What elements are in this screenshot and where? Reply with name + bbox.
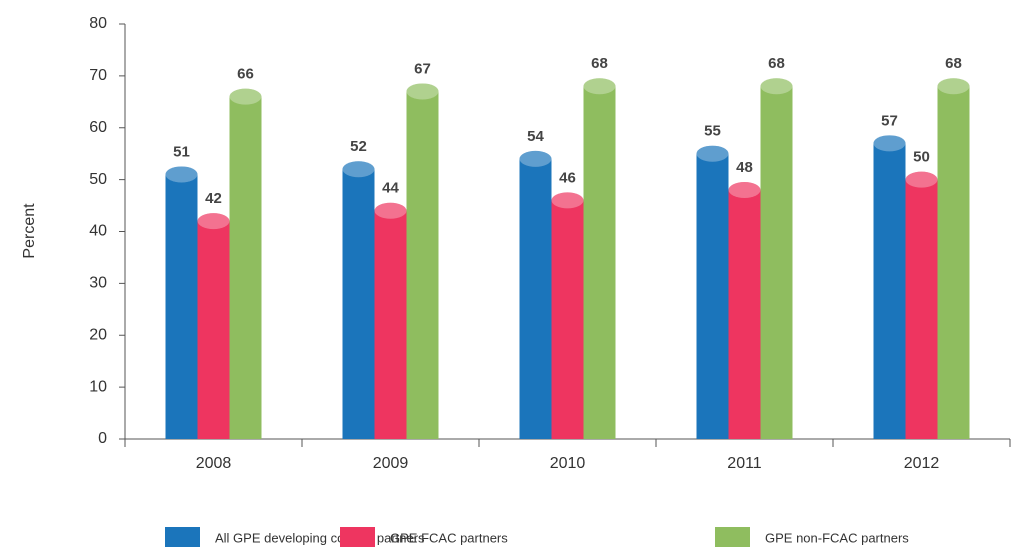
bar-top-highlight [551,192,584,209]
y-axis-label: Percent [21,203,38,259]
bar [873,143,906,439]
bar-top [873,135,906,152]
legend-swatch [340,527,375,547]
legend-label: GPE non-FCAC partners [765,530,909,545]
bar-top-highlight [905,171,938,188]
bar-top [551,192,584,209]
bar [197,221,230,439]
y-tick-label: 10 [89,378,107,395]
value-label: 50 [913,149,930,166]
bar-top-highlight [406,83,439,100]
bar [519,158,552,439]
value-label: 68 [945,55,962,72]
bar-top-highlight [873,135,906,152]
bar-top [728,182,761,198]
bar-top-highlight [937,78,970,95]
y-tick-label: 70 [89,67,107,84]
bar [406,91,439,439]
bar-top-highlight [197,213,230,230]
y-tick-label: 80 [89,15,107,32]
bar-top-highlight [229,88,262,105]
y-tick-label: 20 [89,326,107,343]
value-label: 66 [237,66,254,83]
bar [374,210,407,439]
bar-top [197,213,230,230]
value-label: 48 [736,159,753,176]
bar-top-highlight [374,202,407,219]
bar [551,200,584,439]
value-label: 67 [414,60,431,77]
y-tick-label: 30 [89,275,107,292]
legend-swatch [715,527,750,547]
legend-swatch [165,527,200,547]
value-label: 51 [173,143,190,160]
bar [583,86,616,439]
bar-top [696,145,729,162]
bar-top-highlight [519,150,552,167]
bar [165,174,198,439]
bar [905,179,938,439]
bar-top [937,78,970,95]
value-label: 54 [527,128,544,145]
value-label: 44 [382,180,399,197]
x-tick-label: 2012 [904,455,940,472]
value-label: 68 [768,55,785,72]
value-label: 52 [350,138,367,155]
bar-top [583,78,616,95]
bar-top-highlight [342,161,375,178]
bar [728,190,761,439]
bar-top [406,83,439,100]
bar-top [342,161,375,178]
bar [696,153,729,439]
bar [760,86,793,439]
bar-top [165,166,198,183]
bar-top-highlight [728,182,761,198]
x-tick-label: 2010 [550,455,586,472]
bar [342,169,375,439]
x-tick-label: 2008 [196,455,232,472]
value-label: 57 [881,112,898,129]
bar-top-highlight [760,78,793,95]
value-label: 46 [559,169,576,186]
y-tick-label: 0 [98,430,107,447]
bar-top [519,150,552,167]
y-tick-label: 40 [89,223,107,240]
bar-top [905,171,938,188]
y-tick-label: 60 [89,119,107,136]
legend-label: GPE FCAC partners [390,530,508,545]
x-tick-label: 2011 [727,455,762,472]
bar [937,86,970,439]
bar-top [229,88,262,105]
value-label: 42 [205,190,222,207]
bar [229,96,262,439]
bar-top [760,78,793,95]
value-label: 55 [704,123,721,140]
bar-top-highlight [696,145,729,162]
x-tick-label: 2009 [373,455,409,472]
y-tick-label: 50 [89,171,107,188]
bar-top-highlight [583,78,616,95]
bar-top-highlight [165,166,198,183]
bar-top [374,202,407,219]
value-label: 68 [591,55,608,72]
